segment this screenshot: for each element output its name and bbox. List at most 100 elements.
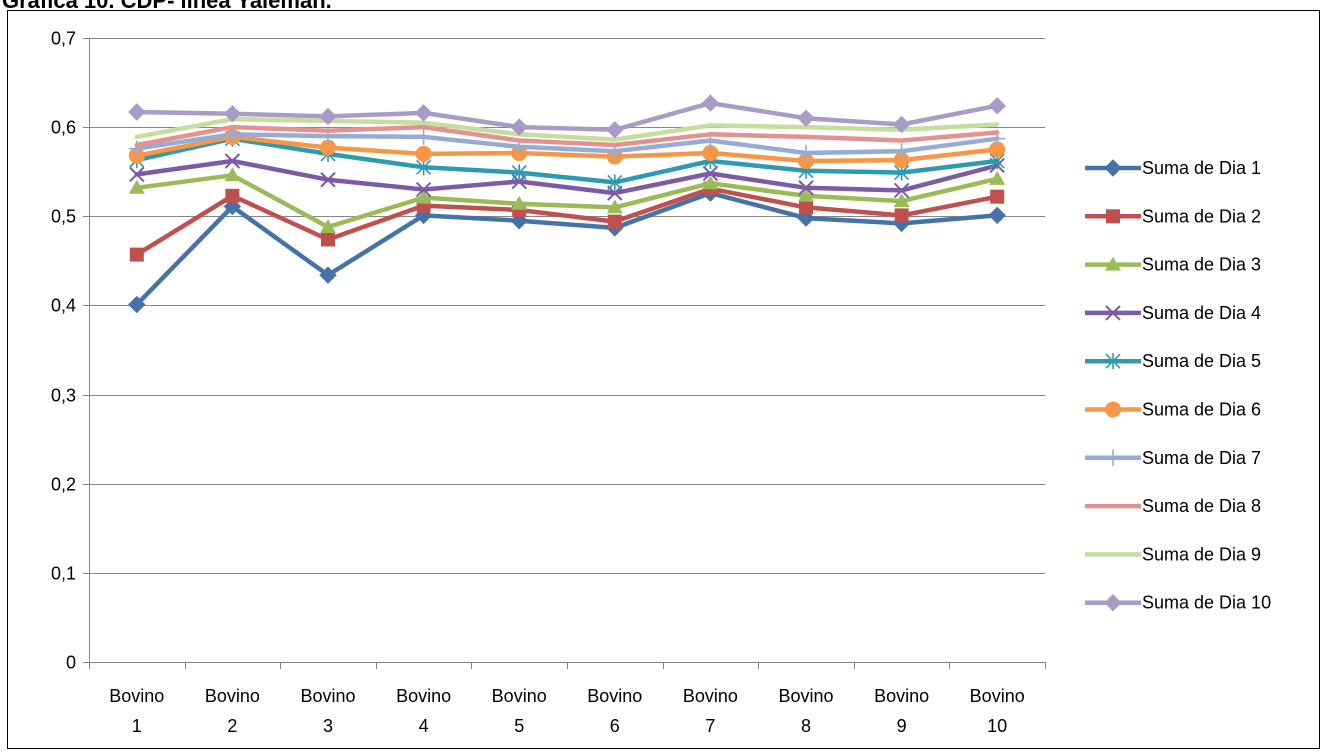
legend-label: Suma de Dia 9 — [1142, 544, 1261, 564]
series-line — [134, 158, 1000, 196]
x-tick-label: Bovino 9 — [874, 686, 929, 736]
data-point-marker — [1105, 353, 1121, 370]
data-point-marker — [990, 189, 1005, 204]
data-point-marker — [224, 167, 241, 182]
legend-item: Suma de Dia 2 — [1085, 206, 1261, 226]
legend-item: Suma de Dia 5 — [1085, 351, 1261, 371]
marker-stroke — [415, 181, 432, 198]
series-line — [134, 173, 1000, 230]
x-tick-label: Bovino 6 — [587, 686, 642, 736]
legend-item: Suma de Dia 6 — [1085, 400, 1261, 420]
data-point-marker — [415, 128, 432, 145]
data-point-marker — [702, 144, 719, 161]
marker-stroke — [1105, 305, 1121, 321]
series-10 — [128, 94, 1006, 139]
y-tick-label: 0,7 — [51, 29, 76, 49]
y-tick-label: 0 — [66, 653, 76, 673]
x-tick-label: Bovino 7 — [683, 686, 738, 736]
data-point-marker — [798, 180, 814, 196]
data-point-marker — [415, 145, 432, 162]
data-point-marker — [606, 121, 624, 139]
x-tick-label: Bovino 2 — [205, 686, 260, 736]
data-point-marker — [511, 195, 528, 210]
marker-stroke — [224, 153, 241, 169]
data-point-marker — [511, 164, 527, 181]
legend-label: Suma de Dia 2 — [1142, 206, 1261, 226]
series-line — [134, 134, 1000, 164]
series-line — [134, 186, 1000, 257]
data-point-marker — [224, 153, 241, 169]
data-point-marker — [798, 153, 814, 170]
data-point-marker — [415, 181, 432, 198]
legend-label: Suma de Dia 5 — [1142, 351, 1261, 371]
legend-label: Suma de Dia 8 — [1142, 496, 1261, 516]
series-line — [134, 136, 1000, 185]
series-line — [134, 190, 1000, 307]
series-line — [134, 132, 1000, 156]
data-point-marker — [701, 94, 720, 112]
data-point-marker — [606, 199, 623, 214]
marker-stroke — [798, 180, 814, 196]
data-point-marker — [989, 141, 1006, 158]
data-point-marker — [510, 118, 528, 136]
series-3 — [128, 167, 1006, 233]
data-point-marker — [225, 188, 240, 203]
data-point-marker — [989, 170, 1006, 185]
data-point-marker — [607, 214, 622, 229]
data-point-marker — [319, 107, 337, 126]
series-9 — [134, 116, 1000, 142]
series-8 — [134, 124, 1000, 148]
x-tick-label: Bovino 5 — [492, 686, 547, 736]
series-line — [134, 100, 1000, 133]
data-point-marker — [128, 179, 145, 194]
data-point-marker — [1105, 256, 1121, 271]
marker-stroke — [129, 166, 145, 183]
legend-label: Suma de Dia 7 — [1142, 448, 1261, 468]
legend-item: Suma de Dia 8 — [1085, 496, 1261, 516]
data-point-marker — [319, 266, 337, 284]
data-point-marker — [702, 165, 719, 182]
series-line — [134, 116, 1000, 142]
legend-label: Suma de Dia 10 — [1142, 593, 1271, 613]
legend-label: Suma de Dia 6 — [1142, 400, 1261, 420]
legend-label: Suma de Dia 4 — [1142, 303, 1261, 323]
data-point-marker — [128, 295, 146, 314]
x-tick-label: Bovino 8 — [778, 686, 833, 736]
marker-stroke — [702, 165, 719, 182]
data-point-marker — [320, 139, 336, 156]
data-point-marker — [320, 172, 336, 188]
data-point-marker — [893, 182, 910, 199]
data-point-marker — [1104, 159, 1122, 177]
data-point-marker — [1104, 593, 1122, 612]
data-point-marker — [893, 143, 910, 160]
x-tick-label: Bovino 10 — [970, 686, 1025, 736]
legend-item: Suma de Dia 1 — [1085, 158, 1261, 178]
data-point-marker — [988, 206, 1006, 225]
data-point-marker — [988, 97, 1006, 115]
marker-stroke — [893, 182, 910, 199]
axes: 0 0,1 0,2 0,3 0,4 0,5 0,6 0,7 Bovino 1 Bovino 2 Bovi… — [51, 29, 1046, 736]
x-tick-label: Bovino 1 — [109, 686, 164, 736]
legend-item: Suma de Dia 7 — [1085, 448, 1261, 468]
data-point-marker — [797, 109, 815, 127]
y-tick-label: 0,3 — [51, 386, 76, 406]
data-point-marker — [414, 104, 433, 122]
data-point-marker — [129, 247, 144, 262]
y-tick-label: 0,4 — [51, 296, 76, 316]
legend: Suma de Dia 1 Suma de Dia 2 Suma de Dia 3 S… — [1085, 158, 1271, 613]
series-lines — [128, 94, 1006, 314]
data-point-marker — [321, 232, 335, 247]
data-point-marker — [1105, 305, 1121, 321]
chart-border — [7, 10, 1320, 749]
marker-stroke — [607, 185, 623, 201]
series-4 — [129, 153, 1005, 201]
data-point-marker — [799, 200, 813, 215]
data-point-marker — [893, 193, 910, 208]
data-point-marker — [1105, 449, 1121, 466]
data-point-marker — [1105, 401, 1121, 418]
data-point-marker — [607, 174, 623, 191]
data-point-marker — [893, 152, 910, 169]
data-point-marker — [415, 189, 432, 204]
data-point-marker — [223, 105, 242, 123]
